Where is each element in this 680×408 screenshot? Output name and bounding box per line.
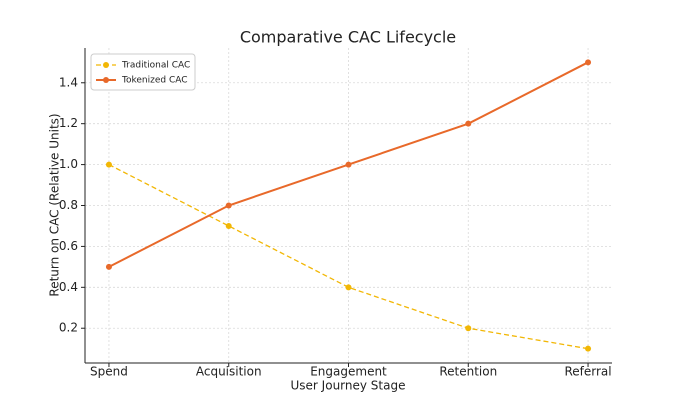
legend-marker	[103, 77, 109, 83]
x-tick-label: Referral	[564, 365, 611, 379]
y-tick-label: 1.4	[59, 75, 78, 89]
y-axis-label: Return on CAC (Relative Units)	[48, 113, 62, 296]
legend-label: Traditional CAC	[121, 61, 190, 71]
data-point	[105, 161, 112, 168]
data-point	[465, 325, 472, 332]
data-point	[465, 120, 472, 127]
data-point	[585, 59, 592, 66]
y-tick-label: 0.2	[59, 321, 78, 335]
x-tick-label: Acquisition	[196, 365, 262, 379]
data-point	[585, 345, 592, 352]
y-tick-label: 0.6	[59, 239, 78, 253]
data-point	[345, 284, 352, 291]
legend-label: Tokenized CAC	[121, 76, 188, 86]
y-tick-label: 0.4	[59, 280, 78, 294]
x-axis-label: User Journey Stage	[291, 379, 406, 393]
legend-marker	[103, 62, 109, 68]
x-tick-label: Spend	[90, 365, 128, 379]
series-line	[108, 164, 589, 350]
x-tick-label: Engagement	[310, 365, 387, 379]
data-point	[225, 202, 232, 209]
data-point	[105, 263, 112, 270]
y-tick-label: 1.2	[59, 116, 78, 130]
x-tick-label: Retention	[439, 365, 497, 379]
legend-box	[90, 53, 196, 91]
y-tick-label: 1.0	[59, 157, 78, 171]
chart-title: Comparative CAC Lifecycle	[240, 28, 456, 47]
data-point	[225, 222, 232, 229]
y-tick-label: 0.8	[59, 198, 78, 212]
data-point	[345, 161, 352, 168]
